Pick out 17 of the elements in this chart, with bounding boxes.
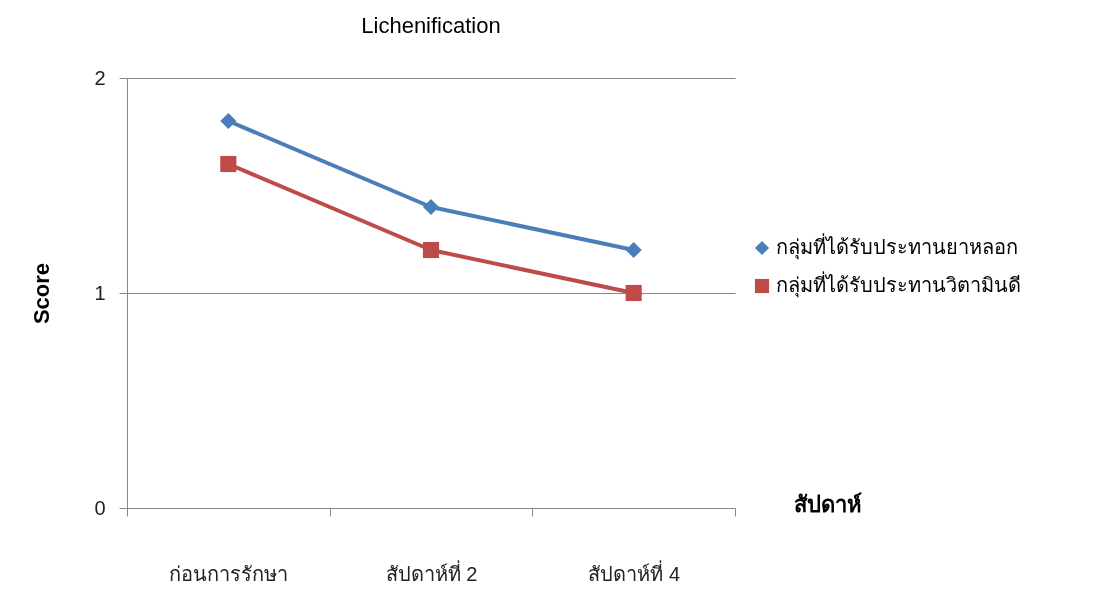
y-tick-label: 1	[94, 281, 106, 304]
x-tick-label: ก่อนการรักษา	[169, 562, 289, 585]
point	[220, 155, 237, 173]
point	[220, 112, 237, 130]
point	[625, 284, 642, 302]
y-tick-label: 2	[94, 66, 106, 89]
point	[625, 241, 642, 259]
x-tick-label: สัปดาห์ที่ 4	[588, 559, 681, 585]
x-axis-title: สัปดาห์	[793, 491, 862, 517]
legend-label: กลุ่มที่ได้รับประทานวิตามินดี	[776, 271, 1021, 298]
y-tick-label: 0	[94, 496, 106, 519]
x-tick-label: สัปดาห์ที่ 2	[385, 559, 478, 585]
point	[422, 241, 440, 259]
point	[422, 198, 440, 216]
y-axis-title: Score	[29, 262, 55, 325]
legend-label: กลุ่มที่ได้รับประทานยาหลอก	[776, 233, 1018, 260]
chart-title: Lichenification	[361, 13, 501, 38]
